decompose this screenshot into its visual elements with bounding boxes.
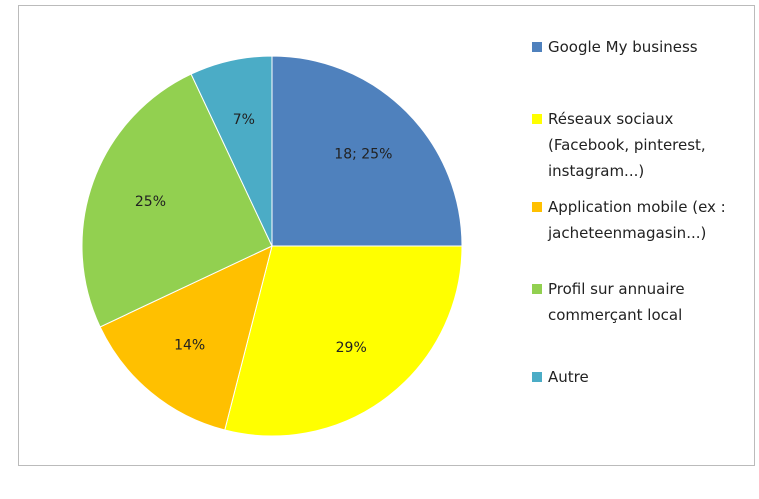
legend-label: Autre	[548, 368, 589, 386]
pie-slice	[81, 73, 273, 328]
legend-swatch	[532, 42, 542, 52]
legend-label: Google My business	[548, 38, 698, 56]
legend-swatch	[532, 202, 542, 212]
legend-item: Réseaux sociaux (Facebook, pinterest, in…	[530, 106, 748, 184]
data-label: 25%	[135, 194, 166, 210]
pie-slice	[224, 245, 463, 437]
legend-label: Application mobile (ex : jacheteenmagasi…	[548, 198, 726, 242]
legend-item: Google My business	[530, 34, 748, 60]
frame	[18, 5, 755, 466]
legend-item: Autre	[530, 364, 748, 390]
legend-label: Profil sur annuaire commerçant local	[548, 280, 685, 324]
pie-slice	[99, 245, 273, 431]
legend-swatch	[532, 284, 542, 294]
data-label: 14%	[174, 338, 205, 354]
data-label: 18; 25%	[334, 147, 392, 163]
legend: Google My business Réseaux sociaux (Faceb…	[530, 34, 752, 390]
pie-slice	[271, 55, 463, 247]
legend-item: Application mobile (ex : jacheteenmagasi…	[530, 194, 748, 246]
legend-swatch	[532, 372, 542, 382]
legend-label: Réseaux sociaux (Facebook, pinterest, in…	[548, 110, 706, 180]
data-label: 29%	[336, 340, 367, 356]
legend-item: Profil sur annuaire commerçant local	[530, 276, 748, 328]
pie-slice	[190, 55, 273, 247]
data-label: 7%	[233, 112, 255, 128]
legend-swatch	[532, 114, 542, 124]
